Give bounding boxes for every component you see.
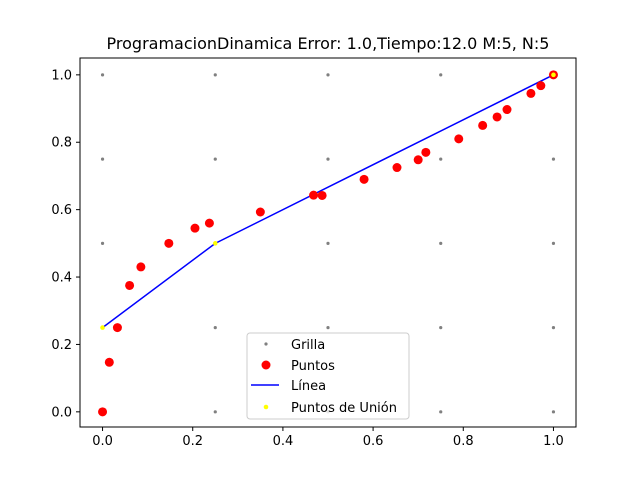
data-point: [502, 105, 512, 115]
union-point: [212, 241, 218, 246]
data-point: [125, 280, 135, 290]
grid-point: [551, 241, 556, 245]
data-point: [104, 357, 114, 367]
data-point: [164, 238, 174, 248]
data-point: [492, 112, 502, 122]
legend-union-label: Puntos de Unión: [291, 401, 397, 416]
y-tick-label: 0.2: [51, 338, 72, 353]
x-tick-label: 1.0: [543, 434, 564, 449]
legend: Grilla Puntos Línea Puntos de Unión: [246, 332, 410, 420]
grid-point: [100, 73, 105, 77]
grid-point: [439, 73, 443, 77]
grid-point: [326, 157, 330, 161]
data-point: [359, 174, 369, 184]
grid-point: [100, 241, 105, 245]
legend-line-label: Línea: [291, 379, 326, 394]
grid-point: [439, 157, 443, 161]
grid-point: [439, 325, 443, 330]
legend-item-points: Puntos: [261, 359, 335, 374]
grid-point: [326, 241, 330, 245]
data-point: [526, 88, 536, 98]
data-point: [421, 147, 431, 157]
x-axis: 0.0 0.2 0.4 0.6 0.8 1.0: [92, 427, 564, 449]
data-point: [392, 163, 402, 173]
grid-point: [213, 157, 217, 161]
data-point: [478, 120, 488, 130]
data-point: [136, 262, 146, 272]
data-point: [454, 134, 464, 144]
legend-item-grid: Grilla: [264, 338, 325, 353]
grid-point: [213, 73, 217, 77]
union-point: [100, 325, 105, 330]
x-tick-label: 0.4: [273, 434, 294, 449]
x-tick-label: 0.6: [363, 434, 384, 449]
y-tick-label: 0.4: [51, 271, 72, 286]
x-tick-label: 0.8: [453, 434, 474, 449]
grid-point: [213, 325, 217, 330]
x-tick-label: 0.0: [92, 434, 113, 449]
union-point: [551, 72, 556, 78]
legend-item-union: Puntos de Unión: [263, 401, 397, 416]
x-tick-label: 0.2: [182, 434, 203, 449]
grid-point: [326, 325, 330, 330]
grid-point: [551, 325, 556, 330]
plot-area: [98, 70, 558, 417]
legend-points-marker: [261, 360, 271, 370]
grid-point: [551, 157, 556, 161]
legend-union-marker: [263, 404, 269, 410]
data-point: [190, 223, 200, 233]
y-tick-label: 0.6: [51, 203, 72, 218]
grid-point: [551, 410, 556, 414]
data-point: [309, 190, 319, 200]
data-point: [112, 323, 122, 333]
legend-item-line: Línea: [251, 379, 326, 394]
data-point: [255, 207, 265, 217]
grid-point: [326, 73, 330, 77]
legend-box: [246, 332, 410, 420]
data-point: [317, 190, 327, 200]
y-tick-label: 0.8: [51, 136, 72, 151]
data-point: [536, 81, 546, 91]
grid-point: [100, 157, 105, 161]
grid-point: [213, 410, 217, 414]
legend-grid-label: Grilla: [291, 338, 325, 353]
data-point: [413, 155, 423, 165]
y-axis: 0.0 0.2 0.4 0.6 0.8 1.0: [51, 68, 80, 420]
grid-point: [439, 241, 443, 245]
legend-grid-marker: [264, 342, 268, 346]
y-tick-label: 1.0: [51, 68, 72, 83]
chart-title: ProgramacionDinamica Error: 1.0,Tiempo:1…: [107, 34, 550, 53]
legend-points-label: Puntos: [291, 359, 335, 374]
axes-frame: [79, 57, 577, 428]
data-point: [204, 218, 214, 228]
y-tick-label: 0.0: [51, 405, 72, 420]
data-point: [98, 407, 108, 417]
grid-point: [439, 410, 443, 414]
